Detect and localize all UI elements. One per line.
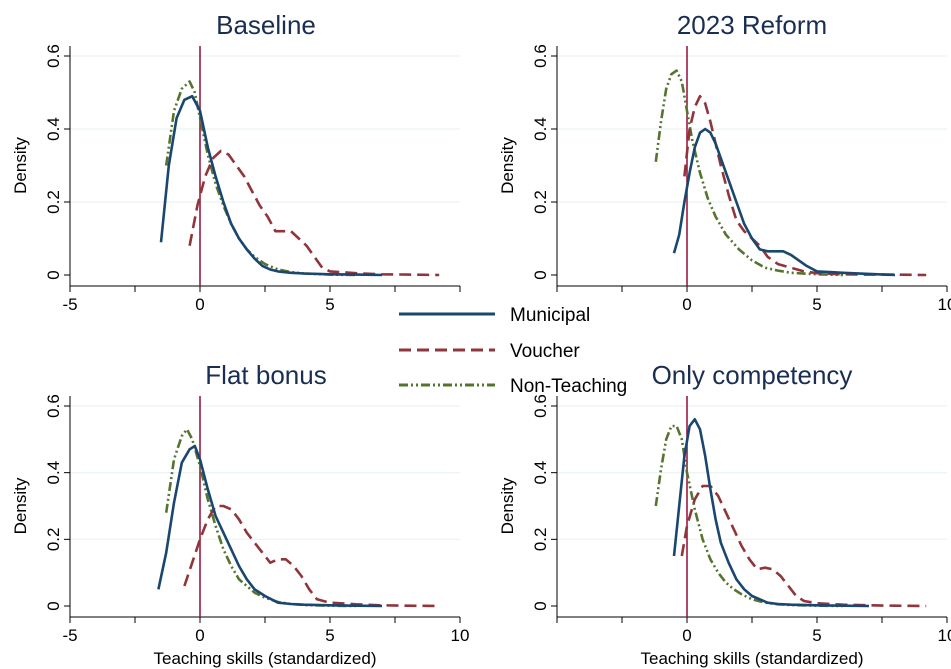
series-line-non-teaching [164, 427, 357, 608]
y-tick-label: 0.4 [44, 117, 63, 141]
y-tick-label: 0.2 [44, 528, 63, 552]
x-tick-label: 5 [325, 626, 334, 645]
panel-2: 0 0.2 0.4 0.6 0 5 10 Density 2023 Reform [498, 10, 951, 314]
x-tick-label: -5 [62, 626, 77, 645]
x-tick-label: 10 [938, 295, 951, 314]
series-line-non-teaching [654, 69, 844, 277]
x-tick-label: 0 [682, 626, 691, 645]
series-line-municipal [157, 444, 383, 608]
series-line-non-teaching [164, 80, 357, 277]
y-tick-label: 0.2 [531, 190, 550, 214]
legend-label: Non-Teaching [510, 376, 627, 397]
y-tick-label: 0.4 [44, 461, 63, 485]
series-line-municipal [672, 417, 870, 608]
y-tick-label: 0.6 [44, 394, 63, 418]
y-axis-label: Density [11, 477, 30, 534]
y-tick-label: 0 [531, 270, 550, 279]
legend-label: Voucher [510, 341, 580, 362]
y-tick-label: 0.4 [531, 461, 550, 485]
y-tick-label: 0.4 [531, 117, 550, 141]
y-tick-label: 0 [531, 601, 550, 610]
x-tick-label: -5 [62, 295, 77, 314]
series-line-municipal [159, 94, 383, 277]
x-axis-label: Teaching skills (standardized) [641, 649, 864, 668]
y-axis-label: Density [498, 137, 517, 194]
x-tick-label: 0 [682, 295, 691, 314]
y-tick-label: 0.6 [44, 44, 63, 68]
y-tick-label: 0.2 [44, 190, 63, 214]
panel-title: Only competency [652, 360, 853, 390]
series-line-voucher [183, 504, 440, 608]
x-tick-label: 0 [195, 295, 204, 314]
series-line-voucher [680, 484, 927, 608]
y-axis-label: Density [498, 477, 517, 534]
series-line-voucher [188, 149, 440, 277]
x-tick-label: 5 [812, 295, 821, 314]
panel-4: 0 0.2 0.4 0.6 0 5 10 Density Teaching skills (st… [498, 360, 951, 668]
legend-label: Municipal [510, 305, 590, 326]
panel-1: 0 0.2 0.4 0.6 -5 0 5 Density Baseline [11, 10, 461, 314]
panel-title: Baseline [216, 10, 316, 40]
panel-title: Flat bonus [205, 360, 326, 390]
panel-3: 0 0.2 0.4 0.6 -5 0 5 10 Density Teaching skills (… [11, 360, 469, 668]
y-tick-label: 0.2 [531, 528, 550, 552]
series-line-municipal [672, 127, 896, 277]
x-tick-label: 10 [938, 626, 951, 645]
legend: Municipal Voucher Non-Teaching [399, 305, 627, 397]
y-tick-label: 0 [44, 270, 63, 279]
panel-title: 2023 Reform [677, 10, 827, 40]
y-tick-label: 0 [44, 601, 63, 610]
x-tick-label: 0 [195, 626, 204, 645]
y-axis-label: Density [11, 137, 30, 194]
series-line-voucher [683, 94, 927, 277]
x-tick-label: 5 [812, 626, 821, 645]
y-tick-label: 0.6 [531, 394, 550, 418]
x-axis-label: Teaching skills (standardized) [154, 649, 377, 668]
y-tick-label: 0.6 [531, 44, 550, 68]
x-tick-label: 10 [451, 626, 470, 645]
x-tick-label: 5 [325, 295, 334, 314]
